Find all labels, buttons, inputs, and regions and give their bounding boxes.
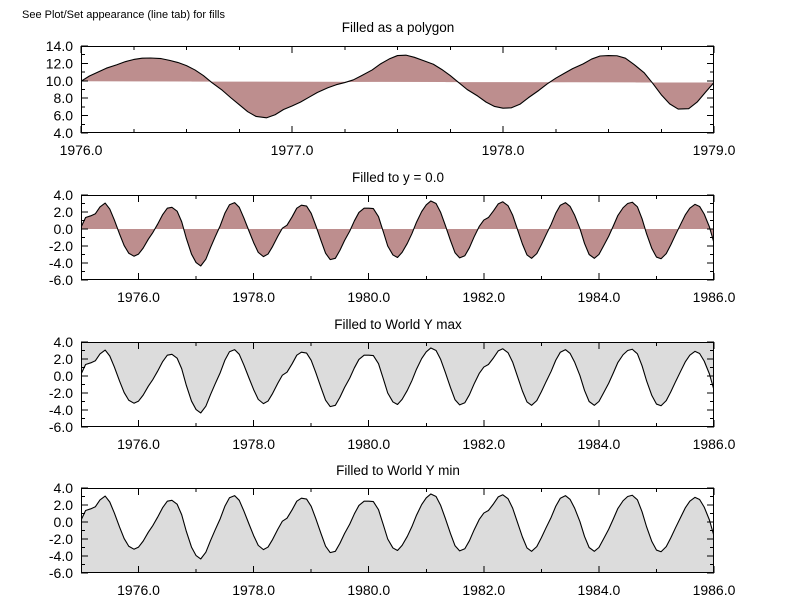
y-tick-label: -2.0 xyxy=(49,385,73,401)
y-tick-label: -4.0 xyxy=(49,548,73,564)
fill-region xyxy=(81,200,714,266)
x-tick-label: 1976.0 xyxy=(117,582,160,598)
x-tick-label: 1977.0 xyxy=(271,142,314,158)
x-tick-label: 1980.0 xyxy=(347,436,390,452)
plot-area-plot1 xyxy=(81,54,714,119)
chart-plot2: 1976.0 1978.0 1980.0 1982.0 1984.0 1986.0 -6.0… xyxy=(49,170,736,305)
plots-root: 1976.0 1977.0 1978.0 1979.04.06.08.010.012.… xyxy=(46,20,736,598)
y-tick-label: 0.0 xyxy=(54,368,74,384)
x-tick-label: 1980.0 xyxy=(347,289,390,305)
x-tick-label: 1976.0 xyxy=(60,142,103,158)
x-tick-label: 1986.0 xyxy=(693,289,736,305)
y-tick-label: 0.0 xyxy=(54,514,74,530)
x-tick-label: 1986.0 xyxy=(693,436,736,452)
y-tick-label: 2.0 xyxy=(54,497,74,513)
header-note: See Plot/Set appearance (line tab) for f… xyxy=(22,9,226,21)
y-tick-label: 4.0 xyxy=(54,334,74,350)
y-tick-label: 2.0 xyxy=(54,351,74,367)
plot-title-plot4: Filled to World Y min xyxy=(336,463,460,478)
data-line xyxy=(81,347,714,414)
y-tick-label: -6.0 xyxy=(49,419,73,435)
x-tick-label: 1982.0 xyxy=(462,289,505,305)
y-tick-label: -6.0 xyxy=(49,272,73,288)
x-tick-label: 1976.0 xyxy=(117,436,160,452)
x-tick-label: 1979.0 xyxy=(693,142,736,158)
y-tick-label: 6.0 xyxy=(54,108,74,124)
chart-plot3: 1976.0 1978.0 1980.0 1982.0 1984.0 1986.0 -6.0… xyxy=(49,317,736,452)
y-tick-label: 10.0 xyxy=(46,73,73,89)
x-tick-label: 1978.0 xyxy=(482,142,525,158)
plot-area-plot2 xyxy=(81,200,714,267)
y-tick-label: 4.0 xyxy=(54,187,74,203)
plot-title-plot2: Filled to y = 0.0 xyxy=(352,170,444,185)
y-tick-label: 8.0 xyxy=(54,90,74,106)
x-tick-label: 1978.0 xyxy=(232,289,275,305)
y-tick-label: 14.0 xyxy=(46,38,73,54)
x-tick-label: 1984.0 xyxy=(577,582,620,598)
y-tick-label: -4.0 xyxy=(49,255,73,271)
y-tick-label: 12.0 xyxy=(46,55,73,71)
plot-title-plot1: Filled as a polygon xyxy=(342,20,455,35)
x-tick-label: 1978.0 xyxy=(232,582,275,598)
chart-plot4: 1976.0 1978.0 1980.0 1982.0 1984.0 1986.0 -6.0… xyxy=(49,463,736,598)
x-tick-label: 1978.0 xyxy=(232,436,275,452)
x-tick-label: 1980.0 xyxy=(347,582,390,598)
plot-area-plot4 xyxy=(81,493,714,573)
y-tick-label: 4.0 xyxy=(54,125,74,141)
x-tick-label: 1982.0 xyxy=(462,436,505,452)
y-tick-label: 0.0 xyxy=(54,221,74,237)
y-tick-label: 4.0 xyxy=(54,480,74,496)
data-line xyxy=(81,54,714,119)
x-tick-label: 1984.0 xyxy=(577,436,620,452)
y-tick-label: 2.0 xyxy=(54,204,74,220)
plot-title-plot3: Filled to World Y max xyxy=(334,317,462,332)
x-tick-label: 1982.0 xyxy=(462,582,505,598)
y-tick-label: -4.0 xyxy=(49,402,73,418)
y-tick-label: -2.0 xyxy=(49,531,73,547)
plot-area-plot3 xyxy=(81,342,714,414)
data-line xyxy=(81,200,714,267)
x-tick-label: 1986.0 xyxy=(693,582,736,598)
fill-region xyxy=(81,493,714,573)
chart-plot1: 1976.0 1977.0 1978.0 1979.0 4.06.0 8.010.0 12.… xyxy=(46,20,736,158)
y-tick-label: -6.0 xyxy=(49,565,73,581)
x-tick-label: 1976.0 xyxy=(117,289,160,305)
data-line xyxy=(81,493,714,560)
y-tick-label: -2.0 xyxy=(49,238,73,254)
x-tick-label: 1984.0 xyxy=(577,289,620,305)
fill-region xyxy=(81,55,714,118)
